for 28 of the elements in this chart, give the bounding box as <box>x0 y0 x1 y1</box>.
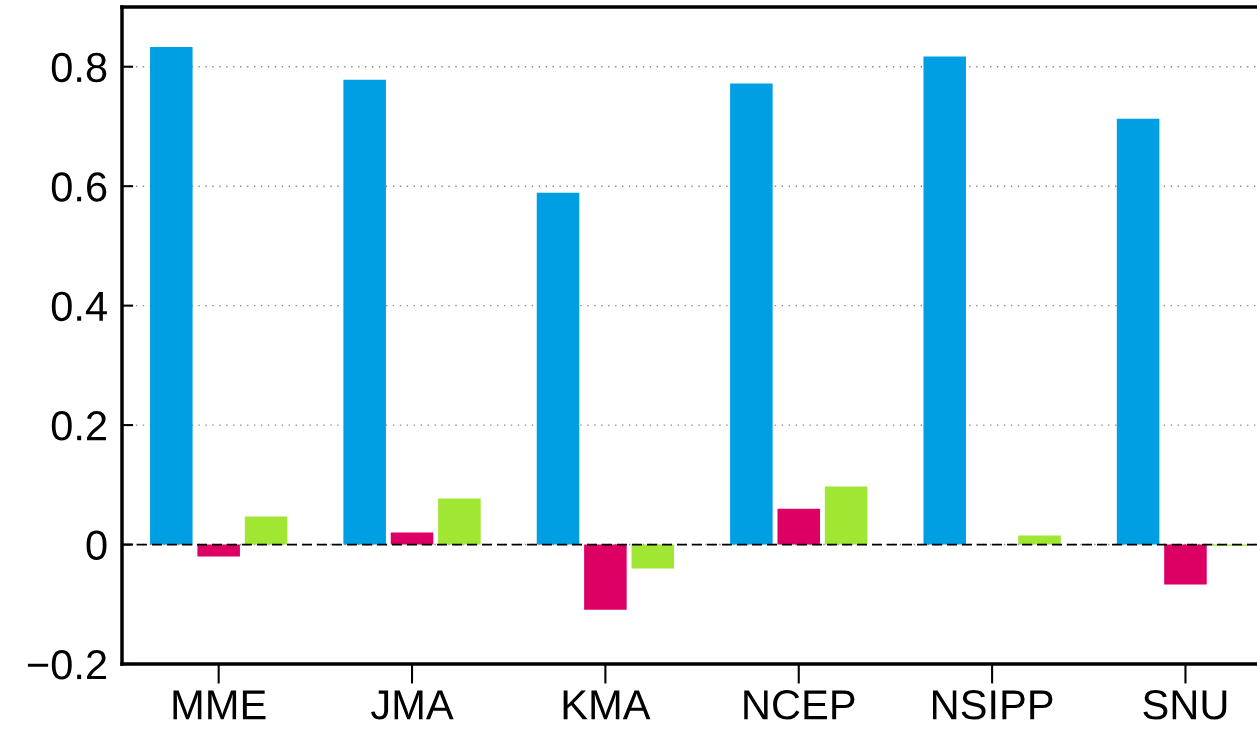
bar <box>1164 544 1207 585</box>
x-tick-label: SNU <box>1143 690 1227 720</box>
bar <box>777 508 821 545</box>
bar <box>1116 118 1160 545</box>
x-tick-label: KMA <box>563 690 651 720</box>
x-tick-label: NCEP <box>744 690 855 720</box>
bar <box>390 532 434 545</box>
bar <box>536 192 580 545</box>
bar <box>244 516 288 545</box>
bar <box>150 47 193 545</box>
x-tick-label: JMA <box>371 690 454 720</box>
y-tick-label: 0.6 <box>51 172 107 202</box>
y-tick-label: −0.2 <box>27 650 107 680</box>
bar <box>584 544 627 610</box>
bar <box>343 79 386 545</box>
y-tick-label: 0 <box>86 530 107 561</box>
y-tick-label: 0.2 <box>51 411 107 441</box>
bar <box>438 498 481 545</box>
y-tick-label: 0.4 <box>51 291 107 322</box>
bar <box>824 486 868 545</box>
x-tick-label: NSIPP <box>933 690 1053 720</box>
bar <box>631 544 675 569</box>
x-tick-label: MME <box>173 690 266 720</box>
y-tick-label: 0.8 <box>51 52 107 83</box>
bar <box>923 56 966 545</box>
bar <box>1018 535 1061 545</box>
bar <box>730 83 773 545</box>
bar <box>197 544 240 557</box>
